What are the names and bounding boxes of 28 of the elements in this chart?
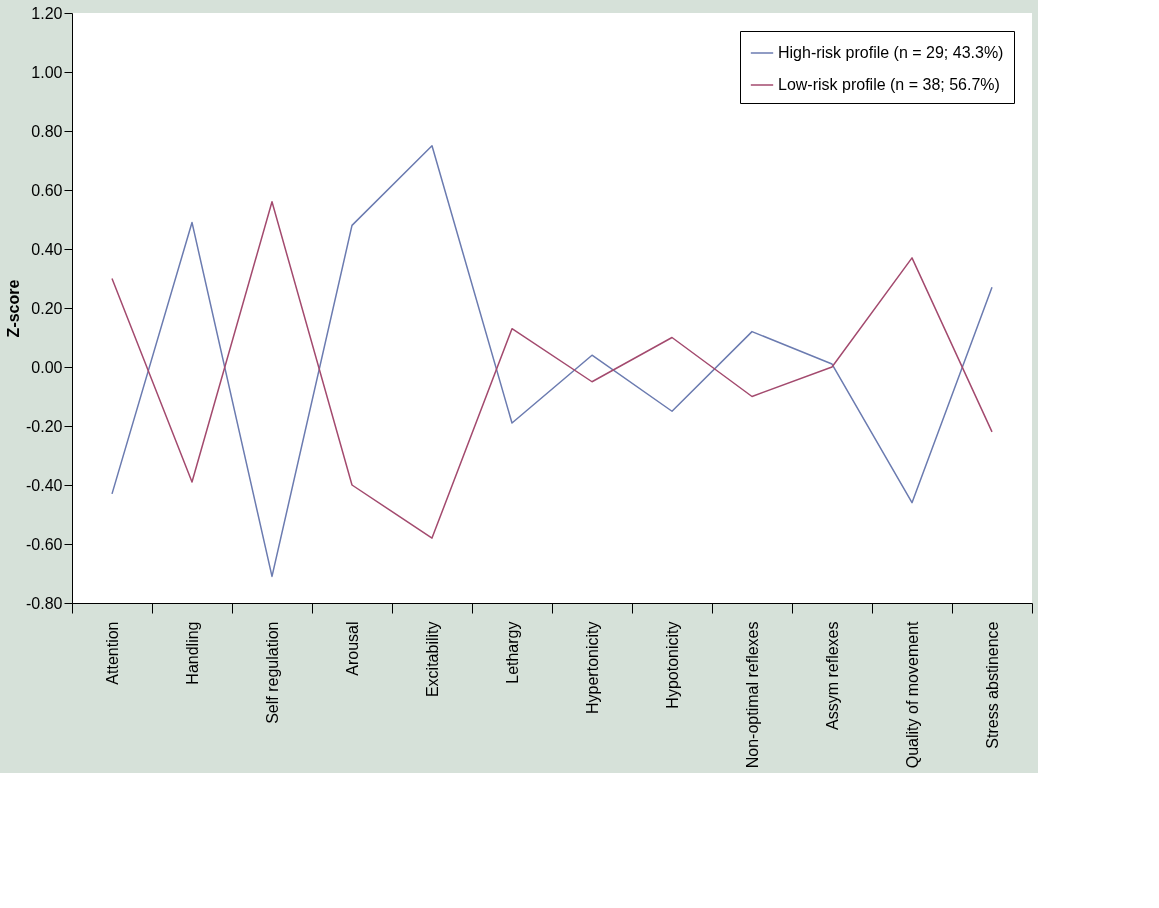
line-series <box>111 145 993 578</box>
y-tick-label: -0.60 <box>26 535 63 553</box>
line-series <box>111 201 993 539</box>
legend-label: High-risk profile (n = 29; 43.3%) <box>778 44 1004 61</box>
y-tick-label: 0.80 <box>31 122 63 140</box>
x-tick-label: Stress abstinence <box>983 621 1001 749</box>
y-axis-title: Z-score <box>5 279 23 338</box>
x-tick-label: Excitability <box>423 621 441 698</box>
x-tick-label: Handling <box>183 621 201 685</box>
y-tick-label: 1.20 <box>31 4 63 22</box>
y-tick-label: 0.20 <box>31 299 63 317</box>
y-tick-label: 1.00 <box>31 63 63 81</box>
x-tick-label: Lethargy <box>503 621 521 684</box>
y-tick-label: 0.60 <box>31 181 63 199</box>
x-tick-label: Self regulation <box>263 621 281 724</box>
legend-label: Low-risk profile (n = 38; 56.7%) <box>778 76 1000 93</box>
x-tick-label: Arousal <box>343 621 361 676</box>
x-tick-label: Hypertonicity <box>583 621 601 714</box>
y-tick-label: 0.40 <box>31 240 63 258</box>
y-tick-label: -0.20 <box>26 417 63 435</box>
x-tick-label: Quality of movement <box>903 620 921 769</box>
x-tick-label: Attention <box>103 621 121 685</box>
y-tick-label: -0.40 <box>26 476 63 494</box>
y-tick-label: -0.80 <box>26 594 63 612</box>
x-tick-label: Non-optimal reflexes <box>743 621 761 769</box>
x-tick-label: Hypotonicity <box>663 621 681 709</box>
y-tick-label: 0.00 <box>31 358 63 376</box>
x-tick-label: Assym reflexes <box>823 621 841 730</box>
